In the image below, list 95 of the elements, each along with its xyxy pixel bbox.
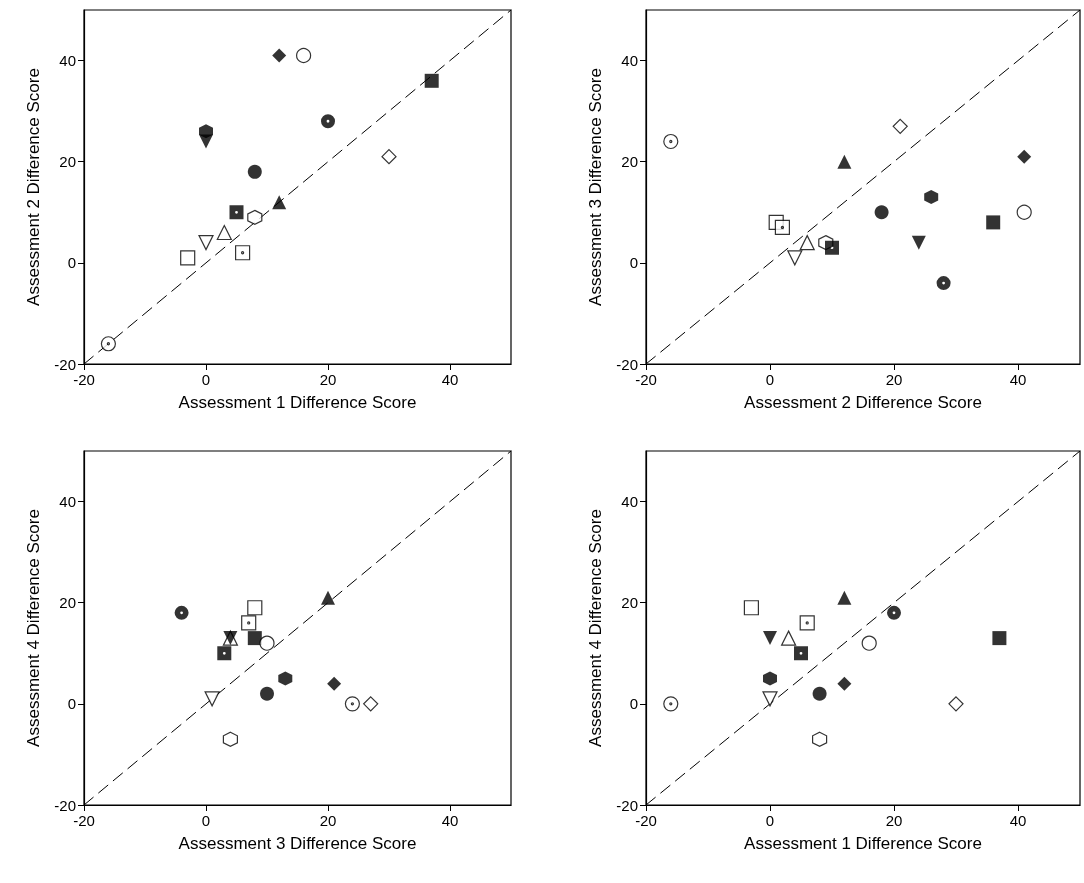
- y-tick-label: 20: [621, 594, 638, 612]
- point: [278, 671, 293, 686]
- point: [198, 235, 214, 251]
- y-tick-label: 20: [59, 594, 76, 612]
- y-tick-label: 20: [621, 153, 638, 171]
- y-tick-label: 0: [67, 254, 76, 272]
- y-tick-label: 40: [621, 493, 638, 511]
- point: [247, 164, 262, 179]
- point: [887, 605, 901, 620]
- point: [259, 635, 275, 651]
- point: [327, 676, 342, 691]
- point: [272, 195, 287, 210]
- y-axis-title: Assessment 4 Difference Score: [586, 509, 605, 747]
- point: [911, 235, 926, 250]
- point: [948, 696, 964, 712]
- point: [1016, 204, 1032, 220]
- y-tick-label: 0: [629, 695, 638, 713]
- x-axis-title: Assessment 1 Difference Score: [178, 393, 417, 412]
- point: [924, 190, 939, 205]
- point: [424, 73, 439, 88]
- point: [762, 691, 778, 707]
- y-tick-label: 40: [59, 52, 76, 70]
- point: [663, 696, 679, 712]
- point: [837, 590, 852, 605]
- point: [321, 114, 335, 129]
- point: [260, 686, 274, 701]
- point: [861, 635, 877, 651]
- point: [874, 205, 889, 220]
- point: [763, 671, 777, 686]
- point: [241, 615, 257, 631]
- point: [992, 631, 1007, 646]
- y-axis-title: Assessment 4 Difference Score: [24, 509, 43, 747]
- point: [825, 240, 839, 255]
- x-tick-label: 0: [201, 812, 211, 829]
- x-tick-label: 20: [319, 812, 337, 829]
- y-axis-title: Assessment 3 Difference Score: [586, 68, 605, 306]
- x-tick-label: 40: [441, 371, 459, 388]
- point: [986, 215, 1001, 230]
- point: [229, 205, 244, 220]
- point: [663, 133, 679, 150]
- point: [235, 245, 251, 261]
- point: [247, 209, 263, 225]
- point: [180, 250, 196, 266]
- y-tick-label: 40: [59, 493, 76, 511]
- x-tick-label: 40: [1009, 812, 1027, 829]
- x-tick-label: 20: [319, 371, 337, 388]
- y-tick-label: -20: [616, 355, 638, 373]
- point: [763, 631, 777, 646]
- y-tick-label: -20: [54, 355, 76, 373]
- point: [272, 48, 287, 63]
- y-tick-label: 20: [59, 153, 76, 171]
- x-axis-title: Assessment 2 Difference Score: [744, 393, 982, 412]
- y-tick-label: 0: [629, 254, 638, 272]
- x-axis-title: Assessment 3 Difference Score: [178, 834, 417, 853]
- point: [743, 600, 759, 616]
- point: [787, 250, 803, 266]
- point: [892, 118, 908, 134]
- point: [794, 646, 808, 661]
- point: [381, 149, 397, 165]
- point: [216, 224, 232, 241]
- point: [247, 631, 262, 646]
- point: [799, 235, 815, 251]
- y-tick-label: 0: [67, 695, 76, 713]
- point: [781, 630, 797, 646]
- point: [363, 696, 379, 712]
- x-axis-title: Assessment 1 Difference Score: [744, 834, 982, 853]
- x-tick-label: 20: [885, 812, 903, 829]
- point: [199, 134, 213, 149]
- point: [100, 336, 116, 352]
- y-axis-title: Assessment 2 Difference Score: [24, 68, 43, 306]
- y-tick-label: 40: [621, 52, 638, 70]
- x-tick-label: 40: [441, 812, 459, 829]
- point: [222, 731, 238, 747]
- point: [344, 696, 360, 712]
- y-tick-label: -20: [54, 796, 76, 814]
- point: [812, 686, 827, 701]
- point: [799, 615, 815, 631]
- point: [217, 646, 232, 661]
- point: [812, 731, 828, 747]
- x-tick-label: 40: [1009, 371, 1027, 388]
- point: [174, 605, 189, 620]
- point: [774, 219, 790, 236]
- x-tick-label: 0: [765, 812, 775, 829]
- point: [1017, 149, 1032, 164]
- point: [837, 154, 852, 169]
- y-tick-label: -20: [616, 796, 638, 814]
- x-tick-label: 20: [885, 371, 903, 388]
- point: [837, 676, 852, 691]
- point: [321, 590, 335, 605]
- point: [936, 276, 951, 291]
- x-tick-label: 0: [201, 371, 211, 388]
- point: [247, 600, 263, 616]
- x-tick-label: 0: [765, 371, 775, 388]
- point: [204, 691, 220, 707]
- point: [296, 47, 312, 64]
